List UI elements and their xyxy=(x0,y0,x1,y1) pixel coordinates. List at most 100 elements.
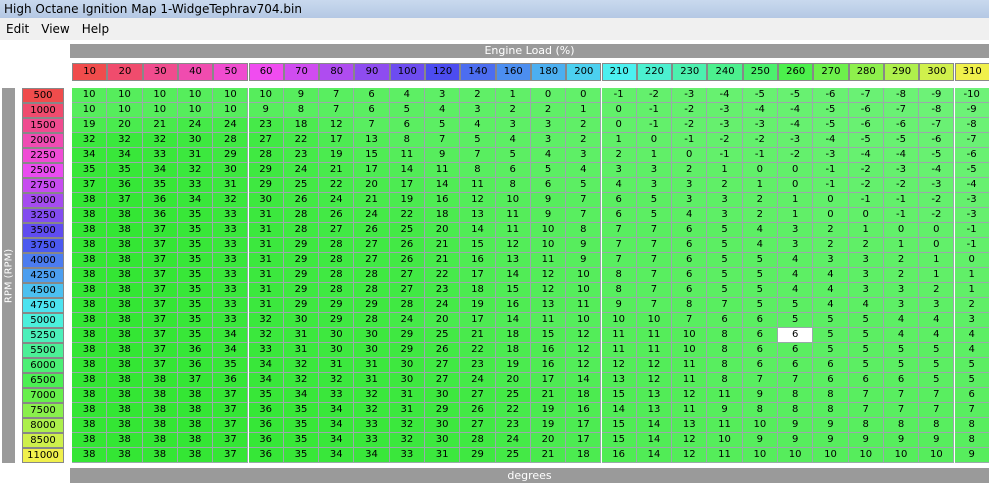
row-header[interactable]: 2500 xyxy=(22,163,64,178)
map-cell[interactable]: 6 xyxy=(813,358,849,373)
map-cell[interactable]: 22 xyxy=(319,178,355,193)
map-cell[interactable]: 9 xyxy=(425,148,461,163)
map-cell[interactable]: 11 xyxy=(460,178,496,193)
map-cell[interactable]: 0 xyxy=(672,148,708,163)
map-cell[interactable]: 33 xyxy=(213,313,249,328)
map-cell[interactable]: -1 xyxy=(672,133,708,148)
map-cell[interactable]: -2 xyxy=(919,193,955,208)
map-cell[interactable]: 4 xyxy=(601,178,637,193)
map-cell[interactable]: 16 xyxy=(601,448,637,463)
map-cell[interactable]: 34 xyxy=(319,448,355,463)
map-cell[interactable]: 10 xyxy=(495,193,531,208)
map-cell[interactable]: 31 xyxy=(248,238,284,253)
map-cell[interactable]: -3 xyxy=(919,178,955,193)
map-cell[interactable]: 14 xyxy=(636,448,673,463)
map-cell[interactable]: 2 xyxy=(707,178,743,193)
map-cell[interactable]: 32 xyxy=(248,328,284,343)
map-cell[interactable]: -3 xyxy=(778,133,814,148)
map-cell[interactable]: 10 xyxy=(672,343,708,358)
map-cell[interactable]: 26 xyxy=(425,343,461,358)
map-cell[interactable]: 36 xyxy=(248,418,284,433)
map-cell[interactable]: -8 xyxy=(883,88,920,103)
map-cell[interactable]: 25 xyxy=(495,388,531,403)
map-cell[interactable]: 38 xyxy=(72,223,108,238)
map-cell[interactable]: 38 xyxy=(72,208,108,223)
map-cell[interactable]: 21 xyxy=(354,193,390,208)
row-header[interactable]: 11000 xyxy=(22,448,64,463)
map-cell[interactable]: 8 xyxy=(883,418,920,433)
map-cell[interactable]: 5 xyxy=(848,328,884,343)
map-cell[interactable]: 30 xyxy=(425,418,461,433)
map-cell[interactable]: 31 xyxy=(425,448,461,463)
map-cell[interactable]: 6 xyxy=(742,328,778,343)
map-cell[interactable]: 29 xyxy=(425,403,461,418)
column-header[interactable]: 230 xyxy=(672,63,708,81)
map-cell[interactable]: -6 xyxy=(848,103,884,118)
map-cell[interactable]: 10 xyxy=(566,283,602,298)
map-cell[interactable]: 3 xyxy=(778,238,814,253)
map-cell[interactable]: 32 xyxy=(213,193,249,208)
map-cell[interactable]: 29 xyxy=(283,238,320,253)
map-cell[interactable]: 11 xyxy=(389,148,425,163)
map-cell[interactable]: 35 xyxy=(283,433,320,448)
map-cell[interactable]: 8 xyxy=(813,403,849,418)
map-cell[interactable]: 21 xyxy=(142,118,178,133)
map-cell[interactable]: 4 xyxy=(954,328,989,343)
map-cell[interactable]: 28 xyxy=(389,298,425,313)
column-header[interactable]: 280 xyxy=(848,63,884,81)
map-cell[interactable]: 4 xyxy=(813,298,849,313)
map-cell[interactable]: 6 xyxy=(601,193,637,208)
map-cell[interactable]: 27 xyxy=(354,238,390,253)
map-cell[interactable]: 10 xyxy=(72,88,108,103)
row-header[interactable]: 5250 xyxy=(22,328,64,343)
map-cell[interactable]: 34 xyxy=(319,403,355,418)
map-cell[interactable]: 32 xyxy=(72,133,108,148)
row-header[interactable]: 3250 xyxy=(22,208,64,223)
map-cell[interactable]: 13 xyxy=(460,208,496,223)
map-cell[interactable]: 34 xyxy=(248,373,284,388)
map-cell[interactable]: 38 xyxy=(72,343,108,358)
map-cell[interactable]: 14 xyxy=(566,373,602,388)
row-header[interactable]: 2000 xyxy=(22,133,64,148)
map-cell[interactable]: 30 xyxy=(248,193,284,208)
map-cell[interactable]: 10 xyxy=(530,238,567,253)
column-header[interactable]: 240 xyxy=(707,63,743,81)
map-cell[interactable]: 6 xyxy=(883,373,920,388)
column-header[interactable]: 300 xyxy=(919,63,955,81)
map-cell[interactable]: 8 xyxy=(283,103,320,118)
map-cell[interactable]: 15 xyxy=(460,238,496,253)
map-cell[interactable]: 18 xyxy=(283,118,320,133)
map-cell[interactable]: 8 xyxy=(742,403,778,418)
map-cell[interactable]: 19 xyxy=(319,148,355,163)
map-cell[interactable]: 2 xyxy=(848,238,884,253)
map-cell[interactable]: 37 xyxy=(213,433,249,448)
map-cell[interactable]: 32 xyxy=(177,163,214,178)
map-cell[interactable]: 3 xyxy=(460,103,496,118)
map-cell[interactable]: 17 xyxy=(389,178,425,193)
map-cell[interactable]: 7 xyxy=(566,193,602,208)
map-cell[interactable]: -1 xyxy=(636,103,673,118)
map-cell[interactable]: -4 xyxy=(883,148,920,163)
map-cell[interactable]: -6 xyxy=(883,118,920,133)
map-cell[interactable]: 14 xyxy=(389,163,425,178)
map-cell[interactable]: 10 xyxy=(919,448,955,463)
map-cell[interactable]: 5 xyxy=(636,208,673,223)
map-cell[interactable]: -5 xyxy=(778,88,814,103)
map-cell[interactable]: 36 xyxy=(142,208,178,223)
column-header[interactable]: 200 xyxy=(566,63,602,81)
map-cell[interactable]: 4 xyxy=(495,133,531,148)
map-cell[interactable]: 38 xyxy=(72,253,108,268)
map-cell[interactable]: 22 xyxy=(389,208,425,223)
map-cell[interactable]: -3 xyxy=(813,148,849,163)
map-cell[interactable]: 10 xyxy=(107,88,143,103)
map-cell[interactable]: 38 xyxy=(142,433,178,448)
map-cell[interactable]: 3 xyxy=(883,283,920,298)
map-cell[interactable]: 5 xyxy=(742,253,778,268)
map-cell[interactable]: 38 xyxy=(107,238,143,253)
map-cell[interactable]: 18 xyxy=(460,283,496,298)
map-cell[interactable]: 5 xyxy=(848,358,884,373)
map-cell[interactable]: 37 xyxy=(142,253,178,268)
map-cell[interactable]: 10 xyxy=(72,103,108,118)
map-cell[interactable]: 36 xyxy=(248,448,284,463)
map-cell[interactable]: 4 xyxy=(460,118,496,133)
